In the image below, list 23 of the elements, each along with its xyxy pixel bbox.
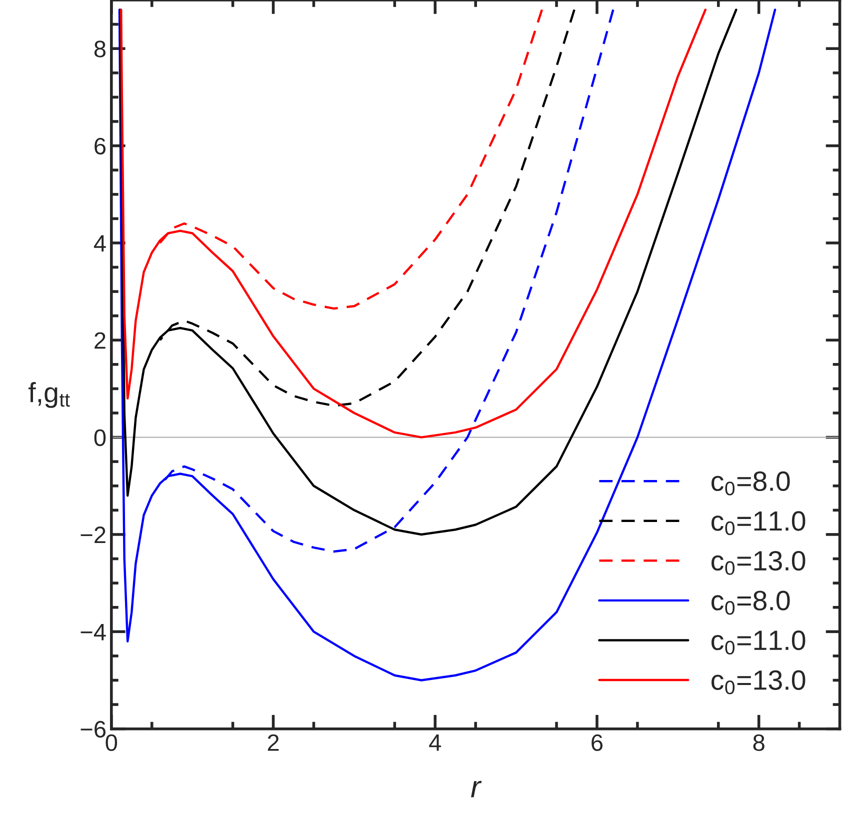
x-tick-label: 4 [429,734,442,751]
y-tick-label: 0 [94,429,106,446]
legend-label: c$_{0}$=13.0 [712,670,806,694]
line-series [120,8,707,438]
y-axis-title: f,g$_{tt}$ [28,382,70,408]
y-tick-label: 8 [94,40,106,58]
legend-label: c$_{0}$=13.0 [712,550,806,575]
legend-label: c$_{0}$=8.0 [712,471,790,496]
legend-label: c$_{0}$=8.0 [712,590,790,615]
x-tick-label: 0 [106,734,118,752]
legend-label: c$_{0}$=11.0 [712,630,806,654]
x-tick-label: 6 [592,734,603,752]
x-tick-label: 2 [268,734,279,751]
y-tick-label: −4 [80,624,106,640]
legend-label: c$_{0}$=11.0 [712,511,806,536]
y-tick-label: −6 [80,720,106,738]
y-tick-label: 4 [94,235,106,252]
x-axis-title: r [471,780,482,798]
y-tick-label: 2 [94,332,106,349]
y-tick-label: −2 [80,526,106,544]
y-tick-label: 6 [94,138,106,155]
x-tick-label: 8 [753,734,764,752]
line-series [119,8,738,536]
